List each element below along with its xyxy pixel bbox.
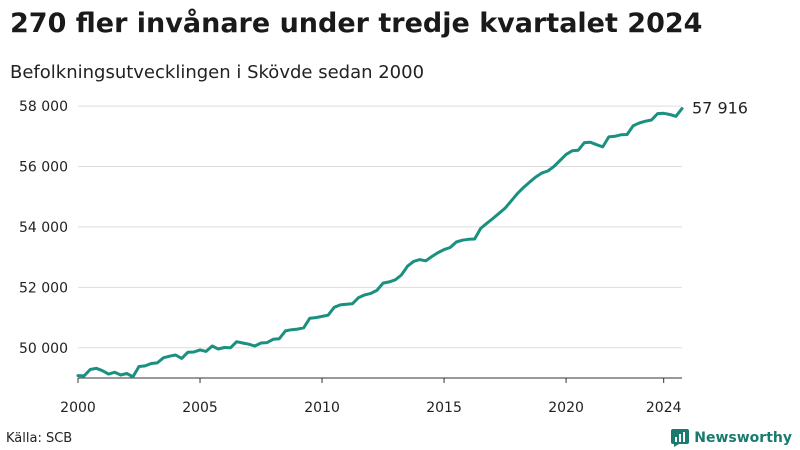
x-tick-label: 2020 — [548, 400, 584, 416]
y-tick-label: 50 000 — [19, 341, 68, 357]
newsworthy-logo-icon — [671, 429, 690, 447]
y-tick-label: 52 000 — [19, 280, 68, 296]
x-tick-label: 2024 — [646, 400, 682, 416]
population-line — [76, 107, 684, 379]
brand-name: Newsworthy — [694, 430, 792, 446]
source-label: Källa: SCB — [6, 431, 73, 446]
x-tick-label: 2005 — [182, 400, 218, 416]
last-value-label: 57 916 — [692, 99, 748, 118]
x-tick-label: 2015 — [426, 400, 462, 416]
chart-subtitle: Befolkningsutvecklingen i Skövde sedan 2… — [10, 62, 425, 83]
chart-title: 270 fler invånare under tredje kvartalet… — [10, 8, 703, 39]
y-tick-label: 56 000 — [19, 159, 68, 175]
y-tick-label: 58 000 — [19, 99, 68, 115]
x-tick-label: 2000 — [60, 400, 96, 416]
brand-logo[interactable]: Newsworthy — [671, 427, 792, 449]
x-tick-label: 2010 — [304, 400, 340, 416]
y-tick-label: 54 000 — [19, 220, 68, 236]
